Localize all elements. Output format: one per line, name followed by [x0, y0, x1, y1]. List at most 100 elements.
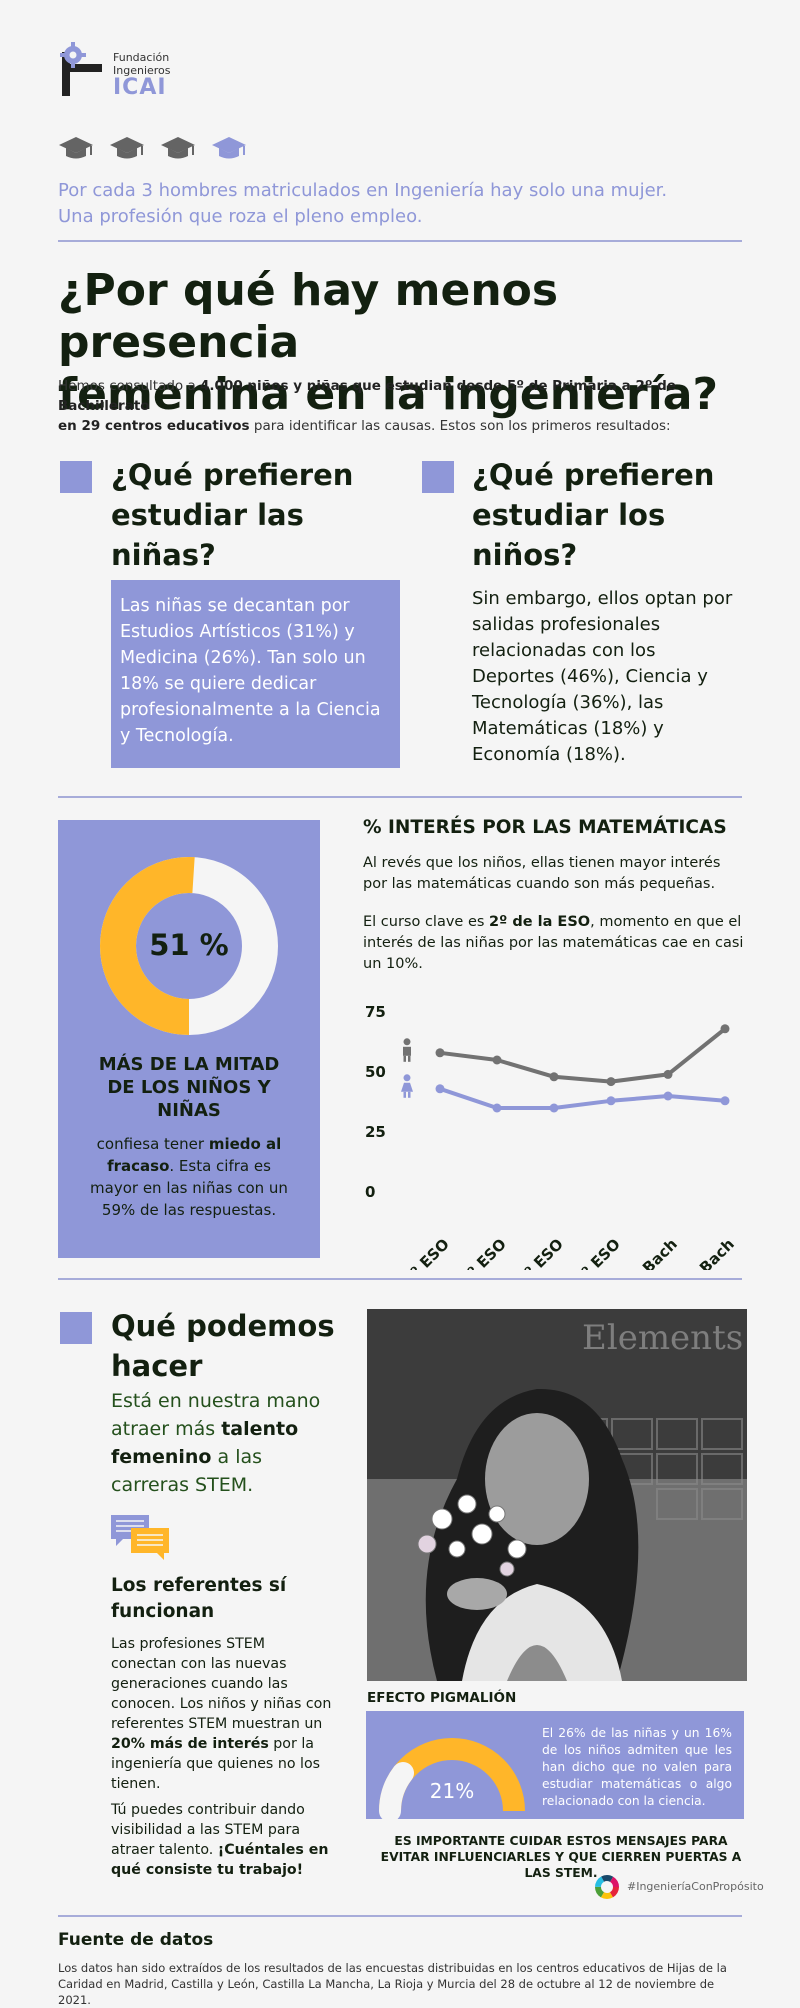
- section-marker: [60, 1312, 92, 1344]
- boys-heading: ¿Qué prefieren estudiar los niños?: [472, 458, 715, 572]
- section-marker: [422, 461, 454, 493]
- divider: [58, 240, 742, 242]
- graduation-cap-icon: [161, 137, 196, 159]
- fear-text-part: confiesa tener: [96, 1135, 209, 1153]
- referents-text-part: Tú puedes contribuir dando visibilidad a…: [111, 1802, 305, 1858]
- referents-text-1: Las profesiones STEM conectan con las nu…: [111, 1634, 333, 1794]
- category-label: 2º ESO: [456, 1235, 510, 1270]
- logo-brand: ICAI: [113, 75, 167, 100]
- math-text-2: El curso clave es 2º de la ESO, momento …: [363, 912, 748, 975]
- boy-icon: [403, 1038, 411, 1062]
- series-line: [439, 1086, 726, 1110]
- pigmalion-heading: EFECTO PIGMALIÓN: [367, 1690, 517, 1706]
- what-text-part: Está en nuestra mano atraer más: [111, 1390, 321, 1440]
- fear-panel: 51 % MÁS DE LA MITAD DE LOS NIÑOS Y NIÑA…: [58, 820, 320, 1258]
- source-heading: Fuente de datos: [58, 1930, 214, 1950]
- section-marker: [60, 461, 92, 493]
- girls-heading: ¿Qué prefieren estudiar las niñas?: [111, 458, 354, 572]
- category-label: 2º Bach: [679, 1235, 738, 1270]
- math-text-1: Al revés que los niños, ellas tienen may…: [363, 855, 721, 892]
- girls-box: Las niñas se decantan por Estudios Artís…: [111, 580, 400, 768]
- what-text-bold: talento femenino: [111, 1418, 299, 1468]
- sdg-wheel-icon: [595, 1875, 619, 1899]
- page-title: ¿Por qué hay menos presencia femenina en…: [58, 265, 758, 421]
- board-text: Elements: [582, 1318, 743, 1358]
- y-tick-label: 0: [365, 1183, 375, 1201]
- title-line2: femenina en la ingeniería?: [58, 369, 718, 420]
- lead-text: Por cada 3 hombres matriculados en Ingen…: [58, 178, 667, 230]
- intro-part: para identificar las causas. Estos son l…: [249, 418, 671, 434]
- logo-line1: Fundación: [113, 51, 170, 64]
- intro-text: Hemos consultado a 4.000 niños y niñas q…: [58, 376, 748, 436]
- data-point: [549, 1103, 559, 1113]
- data-point: [435, 1084, 445, 1094]
- fear-text-bold: miedo al fracaso: [107, 1135, 282, 1175]
- what-text-part: a las carreras STEM.: [111, 1446, 263, 1496]
- boys-text: Sin embargo, ellos optan por salidas pro…: [472, 588, 733, 765]
- gauge-fill: [379, 1762, 414, 1819]
- lead-line1: Por cada 3 hombres matriculados en Ingen…: [58, 180, 668, 201]
- graduation-cap-highlight-icon: [212, 137, 247, 159]
- data-point: [435, 1048, 445, 1058]
- math-text-part: El curso clave es: [363, 914, 490, 930]
- intro-bold: 4.000 niños y niñas que estudian desde 5…: [58, 378, 676, 414]
- gauge-value: 21%: [429, 1779, 475, 1803]
- data-point: [492, 1055, 502, 1065]
- donut-fill: [100, 857, 278, 1035]
- graduation-cap-icon: [110, 137, 145, 159]
- category-label: 4º ESO: [570, 1235, 624, 1270]
- math-heading: % INTERÉS POR LAS MATEMÁTICAS: [363, 817, 727, 838]
- fear-text-part: . Esta cifra es mayor en las niñas con u…: [90, 1157, 288, 1219]
- divider: [58, 796, 742, 798]
- girls-text: Las niñas se decantan por Estudios Artís…: [120, 596, 381, 746]
- data-point: [492, 1103, 502, 1113]
- data-point: [549, 1072, 559, 1082]
- divider: [58, 1915, 742, 1917]
- y-tick-label: 50: [365, 1063, 386, 1081]
- referents-text-bold: ¡Cuéntales en qué consiste tu trabajo!: [111, 1842, 329, 1878]
- source-text: Los datos han sido extraídos de los resu…: [58, 1961, 727, 2007]
- donut-chart: [100, 857, 278, 1035]
- math-text-part: , momento en que el interés de las niñas…: [363, 914, 744, 972]
- y-tick-label: 25: [365, 1123, 386, 1141]
- pigmalion-note: ES IMPORTANTE CUIDAR ESTOS MENSAJES PARA…: [380, 1834, 742, 1880]
- divider: [58, 1278, 742, 1280]
- data-point: [663, 1069, 673, 1079]
- lead-line2: Una profesión que roza el pleno empleo.: [58, 206, 423, 227]
- series-line: [439, 1027, 727, 1084]
- graduation-caps: [58, 135, 257, 165]
- intro-part: Hemos consultado a: [58, 378, 201, 394]
- hashtag: #IngenieríaConPropósito: [627, 1880, 764, 1893]
- math-text-bold: 2º de la ESO: [489, 914, 591, 930]
- category-label: 1º Bach: [622, 1235, 681, 1270]
- intro-bold: en 29 centros educativos: [58, 418, 250, 434]
- chat-bubbles-icon: [111, 1515, 169, 1560]
- referents-text-part: Las profesiones STEM conectan con las nu…: [111, 1636, 332, 1732]
- graduation-cap-icon: [59, 137, 93, 159]
- referents-text-part: por la ingeniería que quienes no los tie…: [111, 1736, 321, 1792]
- data-point: [606, 1096, 616, 1106]
- fear-text: confiesa tener miedo al fracaso. Esta ci…: [88, 1133, 290, 1221]
- y-tick-label: 75: [365, 1003, 386, 1021]
- title-line1: ¿Por qué hay menos presencia: [58, 265, 559, 368]
- what-text: Está en nuestra mano atraer más talento …: [111, 1387, 331, 1499]
- data-point: [720, 1096, 730, 1106]
- data-point: [663, 1091, 673, 1101]
- category-label: 1º ESO: [399, 1235, 453, 1270]
- referents-heading: Los referentes sí funcionan: [111, 1575, 287, 1622]
- girl-icon: [401, 1074, 413, 1098]
- logo: Fundación Ingenieros ICAI: [58, 40, 178, 100]
- pigmalion-box: 21% El 26% de las niñas y un 16% de los …: [366, 1711, 744, 1819]
- logo-line2: Ingenieros: [113, 64, 171, 77]
- referents-text-2: Tú puedes contribuir dando visibilidad a…: [111, 1800, 333, 1880]
- student-photo: Elements: [367, 1309, 747, 1681]
- category-label: 3º ESO: [513, 1235, 567, 1270]
- pigmalion-text: El 26% de las niñas y un 16% de los niño…: [542, 1726, 732, 1808]
- data-point: [720, 1024, 730, 1034]
- donut-value: 51 %: [149, 928, 229, 962]
- data-point: [606, 1077, 616, 1087]
- what-heading: Qué podemos hacer: [111, 1309, 335, 1383]
- gauge-chart: [379, 1738, 525, 1819]
- fear-title: MÁS DE LA MITAD DE LOS NIÑOS Y NIÑAS: [98, 1054, 280, 1121]
